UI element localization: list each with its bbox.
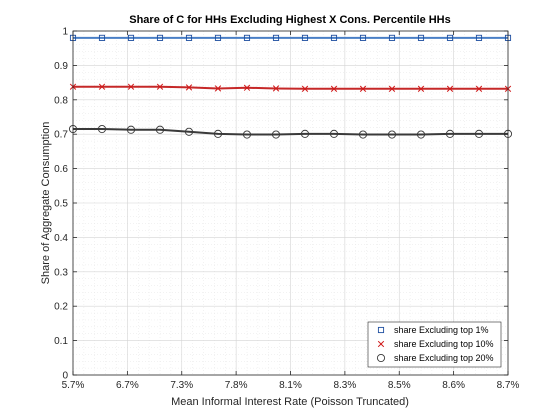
legend-markers [376,326,386,363]
data-point-s3-10 [358,130,368,139]
data-point-s1-8 [301,34,309,41]
legend-entry-top-20: share Excluding top 20% [394,353,494,363]
y-tick-label: 0.2 [54,302,68,313]
data-point-s3-3 [155,125,165,134]
x-tick-label: 8.7% [497,380,520,391]
x-tick-labels: 5.7% 6.7% 7.3% 7.8% 8.1% 8.3% 8.5% 8.6% 8.7% [62,380,520,391]
data-point-s1-3 [156,34,164,41]
data-point-s1-10 [359,34,367,41]
data-point-s3-6 [242,130,252,139]
data-point-s3-7 [271,130,281,139]
x-tick-label: 5.7% [62,380,85,391]
y-tick-label: 0.8 [54,95,68,106]
data-point-s2-5 [214,85,222,92]
y-tick-label: 0.4 [54,233,68,244]
data-point-s2-5-stroke-b [214,85,222,92]
data-point-s3-9 [329,129,339,138]
data-point-s2-10 [359,85,367,92]
data-point-s2-9 [330,85,338,92]
y-tick-label: 0.6 [54,164,68,175]
data-point-s3-12 [416,130,426,139]
y-tick-label: 1 [62,27,68,38]
chart-title: Share of C for HHs Excluding Highest X C… [129,14,451,26]
y-tick-labels: 0 0.1 0.2 0.3 0.4 0.5 0.6 0.7 0.8 0.9 1 [54,27,68,382]
y-tick-label: 0.5 [54,199,68,210]
data-point-s2-6-stroke-b [243,84,251,91]
data-point-s2-11 [388,85,396,92]
data-point-s1-14 [475,34,483,41]
x-tick-label: 8.3% [333,380,356,391]
data-point-s3-2 [126,125,136,134]
data-point-s3-14 [474,129,484,138]
data-point-s2-8 [301,85,309,92]
data-point-s2-1 [98,83,106,90]
data-point-s1-5 [214,34,222,41]
data-point-s1-11 [388,34,396,41]
series-line-3 [73,128,508,136]
data-point-s2-14 [475,85,483,92]
data-point-s1-1 [98,34,106,41]
x-tick-label: 7.3% [170,380,193,391]
y-tick-label: 0.1 [54,336,68,347]
axis-ticks [72,30,509,376]
data-point-s2-3 [156,83,164,90]
data-point-s2-13 [446,85,454,92]
data-point-s2-7-stroke-b [272,85,280,92]
legend-box [367,321,502,368]
data-point-s3-13 [445,129,455,138]
legend-marker-2-stroke-b [377,340,385,348]
series-lines [73,36,508,136]
legend-marker-3 [376,353,386,363]
data-point-s3-5 [213,129,223,138]
data-point-s1-13 [446,34,454,41]
x-tick-label: 8.5% [388,380,411,391]
data-point-s2-7 [272,85,280,92]
data-point-s2-2-stroke-b [127,83,135,90]
data-point-s3-8 [300,129,310,138]
data-point-s1-4 [185,34,193,41]
y-tick-label: 0 [62,371,68,382]
data-point-s2-10-stroke-b [359,85,367,92]
data-point-s3-4 [184,127,194,136]
data-point-s2-4-stroke-b [185,84,193,91]
data-point-s2-12-stroke-b [417,85,425,92]
data-point-s2-14-stroke-b [475,85,483,92]
y-tick-label: 0.9 [54,61,68,72]
data-point-s2-3-stroke-b [156,83,164,90]
legend-entry-top-1: share Excluding top 1% [394,325,489,335]
data-point-s2-13-stroke-b [446,85,454,92]
data-point-s1-2 [127,34,135,41]
data-point-s3-1 [97,124,107,134]
data-point-s2-2 [127,83,135,90]
x-tick-label: 6.7% [116,380,139,391]
data-point-s2-8-stroke-b [301,85,309,92]
data-point-s2-11-stroke-b [388,85,396,92]
legend: share Excluding top 1% share Excluding t… [367,321,502,368]
x-tick-label: 7.8% [225,380,248,391]
legend-entry-top-10: share Excluding top 10% [394,339,494,349]
y-axis-label: Share of Aggregate Consumption [40,122,52,285]
data-point-s1-7 [272,34,280,41]
data-point-s1-6 [243,34,251,41]
series-line-2 [73,85,508,90]
data-point-s3-11 [387,130,397,139]
data-point-s2-12 [417,85,425,92]
y-tick-label: 0.7 [54,130,68,141]
legend-marker-1 [377,326,385,334]
x-axis-label: Mean Informal Interest Rate (Poisson Tru… [171,396,409,408]
data-point-s2-1-stroke-b [98,83,106,90]
data-point-s1-9 [330,34,338,41]
data-point-s2-6 [243,84,251,91]
x-tick-label: 8.1% [279,380,302,391]
y-tick-label: 0.3 [54,267,68,278]
legend-marker-2 [377,340,385,348]
data-point-s2-4 [185,84,193,91]
x-tick-label: 8.6% [442,380,465,391]
data-point-s2-9-stroke-b [330,85,338,92]
data-point-s1-12 [417,34,425,41]
